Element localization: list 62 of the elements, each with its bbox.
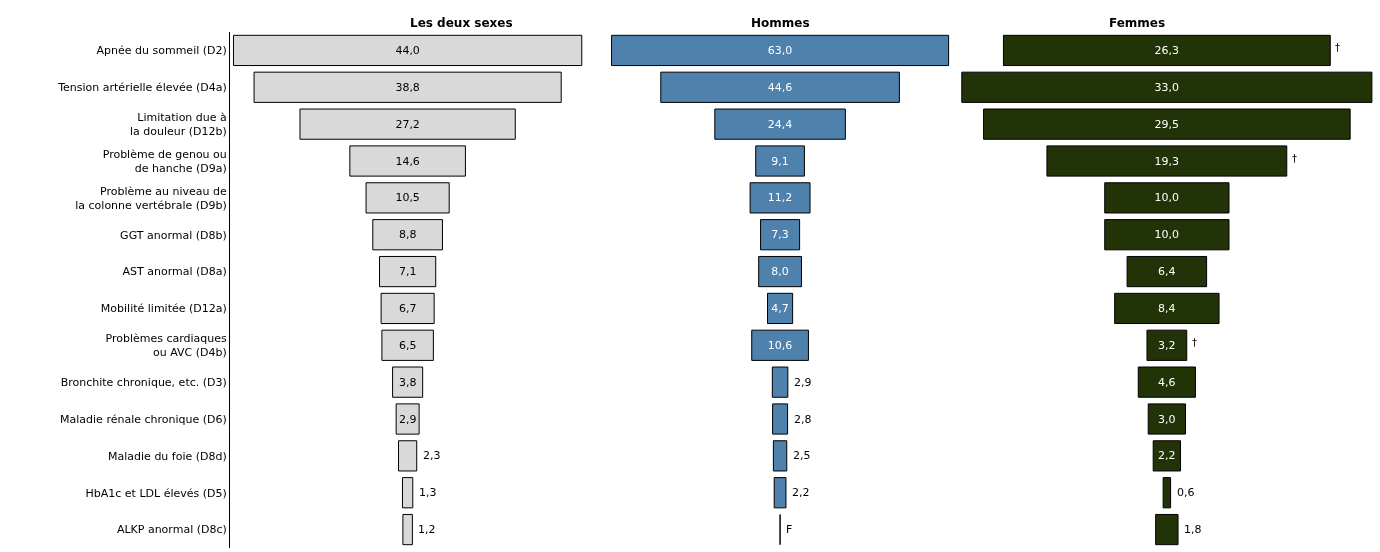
category-label: Apnée du sommeil (D2) xyxy=(96,44,227,58)
category-label: Problèmes cardiaques ou AVC (D4b) xyxy=(105,331,228,360)
data-label: 11,2 xyxy=(767,191,793,205)
data-label: 3,0 xyxy=(1158,412,1176,426)
data-label: 3,8 xyxy=(398,375,417,389)
category-label: Maladie rénale chronique (D6) xyxy=(60,412,227,426)
data-label: 2,2 xyxy=(792,486,810,499)
data-label: 19,3 xyxy=(1154,154,1180,168)
category-label: Problème de genou ou de hanche (D9a) xyxy=(102,147,227,175)
text: † xyxy=(1335,42,1340,53)
data-label: 7,3 xyxy=(771,228,789,242)
data-label: 8,0 xyxy=(771,265,789,279)
data-label: 44,0 xyxy=(395,43,420,57)
data-label: 2,8 xyxy=(794,413,812,426)
category-label: AST anormal (D8a) xyxy=(122,265,227,279)
data-label: 2,9 xyxy=(794,376,812,389)
text: † xyxy=(1192,337,1197,348)
category-label: Problème au niveau de la colonne vertébrale (D9b) xyxy=(75,184,228,212)
data-label: 8,4 xyxy=(1158,301,1176,315)
data-label: 4,6 xyxy=(1158,375,1176,389)
category-label: Maladie du foie (D8d) xyxy=(108,449,227,463)
data-label: 24,4 xyxy=(767,117,793,131)
data-label: 10,5 xyxy=(395,191,420,205)
data-label: 27,2 xyxy=(395,117,420,131)
data-label: 8,8 xyxy=(398,228,417,242)
data-label: 1,8 xyxy=(1184,523,1202,536)
text: Femmes xyxy=(1109,16,1166,30)
category-label: Limitation due à la douleur (D12b) xyxy=(129,110,227,139)
data-label: 2,5 xyxy=(793,449,811,462)
category-label: GGT anormal (D8b) xyxy=(120,228,227,242)
text: Les deux sexes xyxy=(410,16,513,30)
data-label: 2,9 xyxy=(398,412,417,426)
data-label: 26,3 xyxy=(1154,43,1180,57)
category-label: Bronchite chronique, etc. (D3) xyxy=(60,375,227,389)
data-label: 10,0 xyxy=(1154,191,1180,205)
data-label: 7,1 xyxy=(398,265,417,279)
category-label: Mobilité limitée (D12a) xyxy=(100,302,227,316)
data-label: 63,0 xyxy=(767,43,793,57)
data-label: 2,3 xyxy=(423,449,441,462)
category-label: ALKP anormal (D8c) xyxy=(116,523,227,537)
data-label: 0,6 xyxy=(1177,486,1195,499)
data-label: 33,0 xyxy=(1154,80,1180,94)
data-label: 6,5 xyxy=(398,338,417,352)
text: Hommes xyxy=(751,16,810,30)
data-label: 44,6 xyxy=(767,80,793,94)
data-label: 2,2 xyxy=(1158,449,1176,463)
data-label: 9,1 xyxy=(771,154,789,168)
data-label: F xyxy=(786,523,793,536)
data-label: 4,7 xyxy=(771,301,789,315)
data-label: 6,4 xyxy=(1158,265,1176,279)
data-label: 10,6 xyxy=(767,338,793,352)
data-label: 1,3 xyxy=(419,486,437,499)
data-label: 38,8 xyxy=(395,80,420,94)
category-label: HbA1c et LDL élevés (D5) xyxy=(85,486,227,500)
data-label: 3,2 xyxy=(1158,338,1176,352)
category-label: Tension artérielle élevée (D4a) xyxy=(57,81,227,95)
data-label: 10,0 xyxy=(1154,228,1180,242)
data-label: 29,5 xyxy=(1154,117,1180,131)
data-label: 1,2 xyxy=(418,523,436,536)
data-label: 6,7 xyxy=(398,301,417,315)
data-label: 14,6 xyxy=(395,154,420,168)
text: † xyxy=(1292,153,1297,164)
